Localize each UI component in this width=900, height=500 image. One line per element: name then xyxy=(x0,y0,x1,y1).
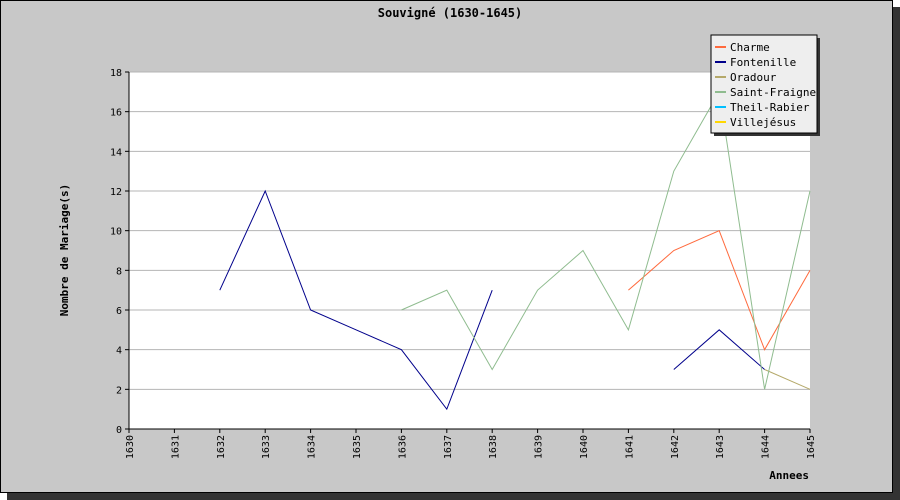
x-tick-label: 1637 xyxy=(443,435,454,459)
axes xyxy=(128,72,810,430)
x-tick-labels: 1630 1631 1632 1633 1634 1635 1636 1637 1638 1639… xyxy=(125,429,817,459)
x-axis-title: Annees xyxy=(769,469,809,482)
legend-label: Saint-Fraigne xyxy=(730,86,816,99)
x-tick-label: 1641 xyxy=(624,435,635,459)
plot-area xyxy=(129,72,810,429)
x-tick-label: 1638 xyxy=(488,435,499,459)
legend-label: Theil-Rabier xyxy=(730,101,810,114)
x-tick-label: 1635 xyxy=(352,435,363,459)
x-tick-label: 1636 xyxy=(397,435,408,459)
legend-label: Villejésus xyxy=(730,116,796,129)
y-tick-label: 10 xyxy=(110,227,122,238)
x-tick-label: 1642 xyxy=(670,435,681,459)
y-tick-label: 8 xyxy=(116,266,122,277)
y-tick-label: 16 xyxy=(110,108,122,119)
x-tick-label: 1633 xyxy=(261,435,272,459)
series-lines xyxy=(219,90,811,411)
series-line-1 xyxy=(673,329,765,370)
y-tick-label: 14 xyxy=(110,147,122,158)
y-tick-label: 18 xyxy=(110,68,122,79)
x-tick-label: 1640 xyxy=(579,435,590,459)
y-tick-label: 6 xyxy=(116,306,122,317)
y-tick-label: 0 xyxy=(116,425,122,436)
legend-label: Fontenille xyxy=(730,56,796,69)
y-tick-label: 4 xyxy=(116,346,122,357)
legend: Charme Fontenille Oradour Saint-Fraigne Thei… xyxy=(710,34,820,136)
y-axis-title: Nombre de Mariage(s) xyxy=(58,184,71,316)
gridlines xyxy=(129,71,810,390)
y-tick-label: 12 xyxy=(110,187,122,198)
x-tick-label: 1639 xyxy=(534,435,545,459)
y-tick-labels: 0 2 4 6 8 10 12 14 16 18 xyxy=(110,68,129,436)
legend-items: Charme Fontenille Oradour Saint-Fraigne Thei… xyxy=(715,41,816,129)
frame-shadow-bottom xyxy=(7,493,900,500)
x-tick-label: 1634 xyxy=(307,435,318,459)
x-tick-label: 1644 xyxy=(761,435,772,459)
x-tick-label: 1631 xyxy=(170,435,181,459)
y-tick-label: 2 xyxy=(116,385,122,396)
series-line-1 xyxy=(219,189,493,411)
chart-title: Souvigné (1630-1645) xyxy=(378,6,523,20)
x-tick-label: 1630 xyxy=(125,435,136,459)
x-tick-label: 1645 xyxy=(806,435,817,459)
x-tick-label: 1643 xyxy=(715,435,726,459)
legend-label: Oradour xyxy=(730,71,777,84)
series-line-2 xyxy=(764,369,811,390)
frame-shadow-right xyxy=(893,7,900,500)
legend-label: Charme xyxy=(730,41,770,54)
legend-box xyxy=(710,34,818,134)
x-tick-label: 1632 xyxy=(216,435,227,459)
series-line-3 xyxy=(401,90,811,390)
